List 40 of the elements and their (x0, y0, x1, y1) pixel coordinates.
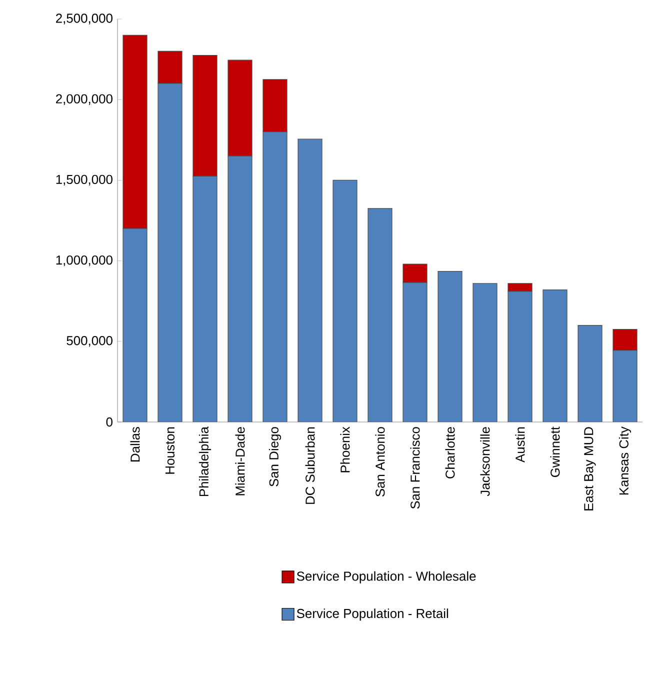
bar (612, 350, 638, 422)
y-tick-label: 500,000 (66, 336, 112, 347)
y-tick-label: 1,000,000 (56, 255, 112, 266)
bar (298, 138, 322, 422)
x-tick-label: Gwinnett (550, 426, 560, 477)
bar (122, 228, 148, 422)
bar (368, 208, 392, 422)
y-tick-label: 1,500,000 (56, 174, 112, 186)
x-tick-label: Kansas City (618, 426, 632, 495)
y-tick-label: 0 (106, 417, 112, 427)
bar (472, 283, 498, 422)
x-tick-label: San Diego (268, 427, 282, 486)
bar (228, 156, 252, 422)
x-tick-label: San Francisco (410, 427, 420, 509)
legend-label: Service Population - Retail (296, 608, 448, 621)
y-tick-label: 2,500,000 (56, 14, 112, 24)
x-tick-label: San Antonio (375, 427, 385, 496)
y-tick-label: 2,000,000 (56, 94, 112, 105)
x-tick-label: Jacksonville (480, 427, 490, 496)
bar (402, 264, 428, 283)
bar (332, 180, 358, 422)
x-tick-label: Austin (515, 427, 525, 462)
bar (508, 283, 532, 292)
bar (192, 176, 218, 422)
bar (262, 132, 288, 422)
legend-label: Service Population - Wholesale (296, 571, 476, 584)
bar (542, 290, 568, 422)
bar (578, 324, 602, 422)
x-tick-label: Philadelphia (198, 426, 212, 496)
bar (438, 270, 462, 422)
bar (508, 291, 532, 422)
x-tick-label: Phoenix (340, 426, 350, 472)
x-tick-label: Charlotte (445, 427, 455, 478)
x-tick-label: Dallas (130, 426, 140, 462)
x-tick-label: DC Suburban (305, 427, 315, 504)
bar (158, 83, 182, 422)
x-tick-label: East Bay MUD (584, 427, 596, 510)
x-tick-label: Houston (165, 427, 175, 474)
bar (402, 282, 428, 422)
x-tick-label: Miami-Dade (235, 427, 245, 496)
